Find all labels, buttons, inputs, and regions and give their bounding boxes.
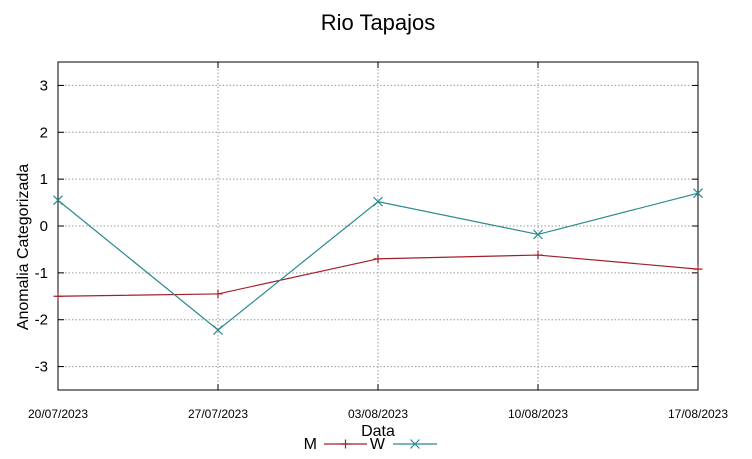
y-tick-label: 1: [40, 171, 48, 188]
x-tick-label: 10/08/2023: [508, 407, 568, 421]
y-tick-label: -1: [35, 265, 48, 282]
legend-label: W: [370, 436, 386, 453]
x-tick-label: 03/08/2023: [348, 407, 408, 421]
x-tick-label: 17/08/2023: [668, 407, 728, 421]
y-axis-ticks: 3 2 1 0 -1 -2 -3: [35, 77, 698, 376]
data-point: [533, 250, 543, 260]
data-point: [693, 264, 703, 274]
series-m: [53, 250, 703, 301]
x-tick-label: 20/07/2023: [28, 407, 88, 421]
data-point: [373, 254, 383, 264]
y-axis-label: Anomalia Categorizada: [15, 164, 32, 330]
legend-marker: [341, 439, 350, 449]
chart-title: Rio Tapajos: [321, 10, 436, 35]
legend-marker: [410, 439, 420, 449]
series-w: [53, 188, 703, 335]
series-layer: [53, 188, 703, 335]
y-tick-label: 3: [40, 77, 48, 94]
data-point: [213, 289, 223, 299]
data-point: [213, 325, 223, 335]
data-point: [53, 195, 63, 206]
x-tick-label: 27/07/2023: [188, 407, 248, 421]
x-axis-label: Data: [361, 423, 395, 440]
y-tick-label: -2: [35, 312, 48, 329]
data-point: [53, 291, 63, 301]
legend-entry-m: M: [304, 436, 367, 453]
y-tick-label: 0: [40, 218, 48, 235]
data-point: [693, 188, 703, 199]
grid-lines: [58, 62, 698, 390]
legend-entry-w: W: [370, 436, 437, 453]
legend-label: M: [304, 436, 317, 453]
x-axis-ticks: 20/07/2023 27/07/2023 03/08/2023 10/08/2023…: [28, 62, 728, 421]
data-point: [373, 196, 383, 207]
data-point: [533, 229, 543, 240]
y-tick-label: -3: [35, 359, 48, 376]
y-tick-label: 2: [40, 124, 48, 141]
